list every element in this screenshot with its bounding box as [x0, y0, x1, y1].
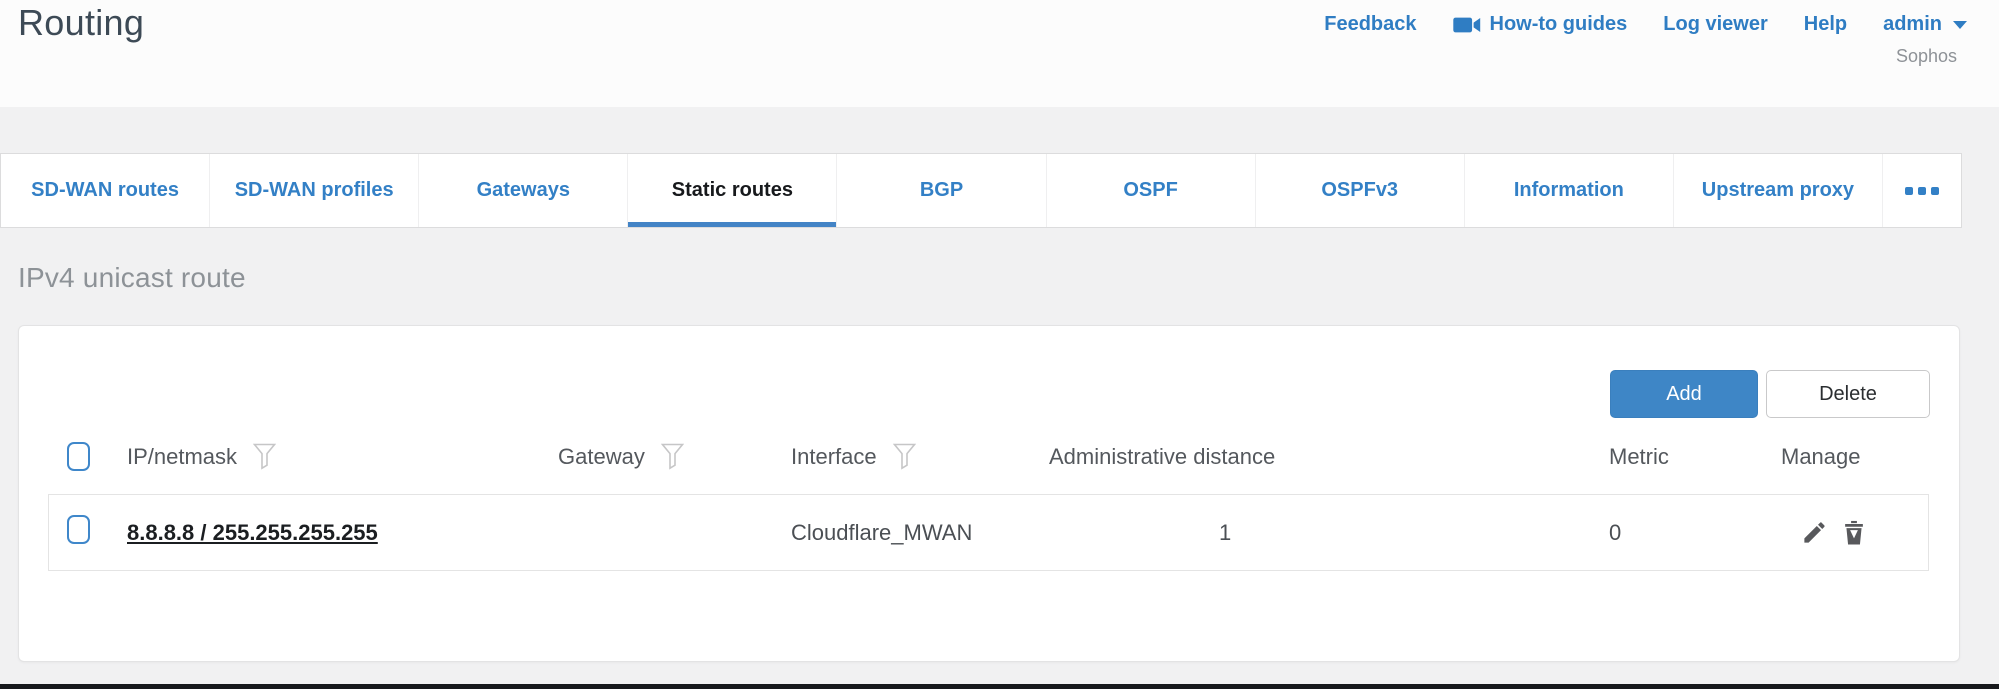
- tab-gateways[interactable]: Gateways: [419, 154, 629, 227]
- admin-menu[interactable]: admin: [1883, 13, 1967, 36]
- tab-sd-wan-routes[interactable]: SD-WAN routes: [1, 154, 211, 227]
- row-checkbox[interactable]: [67, 515, 90, 544]
- more-horizontal-icon: [1902, 186, 1941, 195]
- administrative-distance-cell: 1: [1219, 519, 1232, 545]
- column-header-gateway: Gateway: [558, 443, 645, 469]
- column-header-administrative-distance: Administrative distance: [1049, 443, 1276, 469]
- feedback-link[interactable]: Feedback: [1324, 13, 1417, 35]
- video-camera-icon: [1452, 14, 1481, 36]
- page-title: Routing: [18, 2, 145, 43]
- trash-icon[interactable]: [1841, 519, 1867, 546]
- routing-tabbar: SD-WAN routes SD-WAN profiles Gateways S…: [0, 153, 1962, 228]
- tab-ospf[interactable]: OSPF: [1047, 154, 1256, 227]
- interface-cell: Cloudflare_MWAN: [791, 519, 973, 545]
- tab-ospfv3[interactable]: OSPFv3: [1256, 154, 1465, 227]
- tab-bgp[interactable]: BGP: [837, 154, 1047, 227]
- manage-cell: [1781, 519, 1928, 546]
- table-toolbar: Add Delete: [1610, 370, 1930, 418]
- tab-sd-wan-profiles[interactable]: SD-WAN profiles: [210, 154, 420, 227]
- filter-icon[interactable]: [892, 443, 916, 470]
- filter-icon[interactable]: [253, 443, 277, 470]
- tab-information[interactable]: Information: [1465, 154, 1674, 227]
- route-ip-netmask-link[interactable]: 8.8.8.8 / 255.255.255.255: [127, 519, 378, 545]
- brand-label: Sophos: [1895, 46, 1957, 66]
- tabs-overflow-button[interactable]: [1883, 154, 1961, 227]
- header-links: Feedback How-to guides Log viewer Help a…: [1324, 13, 1967, 36]
- delete-button[interactable]: Delete: [1766, 370, 1930, 418]
- section-heading: IPv4 unicast route: [18, 262, 246, 293]
- column-header-ip-netmask: IP/netmask: [127, 443, 238, 469]
- tab-upstream-proxy[interactable]: Upstream proxy: [1674, 154, 1883, 227]
- column-header-interface: Interface: [791, 443, 877, 469]
- chevron-down-icon: [1953, 20, 1967, 29]
- add-button[interactable]: Add: [1610, 370, 1758, 418]
- howto-guides-link[interactable]: How-to guides: [1452, 13, 1627, 36]
- metric-cell: 0: [1609, 519, 1622, 545]
- table-header-row: IP/netmask Gateway Interface Administrat…: [49, 419, 1929, 494]
- help-link[interactable]: Help: [1803, 13, 1848, 35]
- table-row: 8.8.8.8 / 255.255.255.255 Cloudflare_MWA…: [48, 494, 1929, 571]
- log-viewer-link[interactable]: Log viewer: [1663, 13, 1768, 35]
- column-header-metric: Metric: [1609, 443, 1669, 469]
- static-routes-card: Add Delete IP/netmask Gateway Interfac: [18, 325, 1960, 662]
- filter-icon[interactable]: [660, 443, 684, 470]
- column-header-manage: Manage: [1781, 443, 1861, 469]
- window-bottom-edge: [0, 684, 1999, 689]
- edit-pencil-icon[interactable]: [1801, 519, 1828, 546]
- top-header: Routing Feedback How-to guides Log viewe…: [0, 0, 1999, 107]
- select-all-checkbox[interactable]: [67, 442, 90, 471]
- tab-static-routes[interactable]: Static routes: [628, 154, 838, 227]
